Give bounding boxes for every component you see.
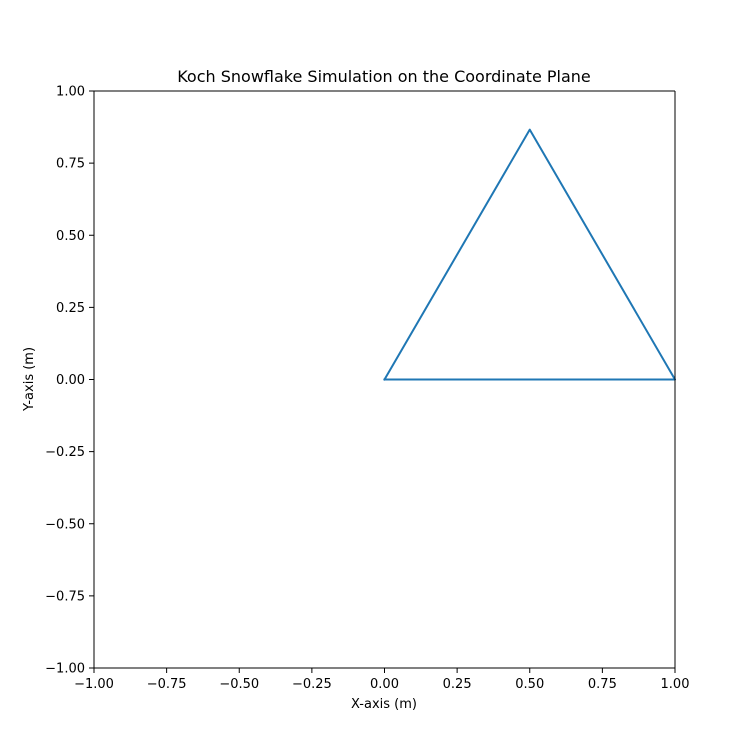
chart-title: Koch Snowflake Simulation on the Coordin… xyxy=(177,67,591,86)
x-axis-label: X-axis (m) xyxy=(351,697,417,712)
x-tick-label: −0.75 xyxy=(147,677,187,692)
y-tick-label: −0.50 xyxy=(45,517,85,532)
series-line-0 xyxy=(383,128,676,381)
x-axis-ticks: −1.00 −0.75 −0.50 −0.25 0.00 0.25 0.50 0.75 1.00 xyxy=(74,668,689,692)
y-tick-label: 1.00 xyxy=(56,85,85,100)
x-tick-label: 0.25 xyxy=(443,677,472,692)
y-axis-ticks: −1.00 −0.75 −0.50 −0.25 0.00 0.25 0.50 0.75 1.00 xyxy=(45,85,94,677)
y-tick-label: 0.25 xyxy=(56,301,85,316)
y-tick-label: 0.50 xyxy=(56,229,85,244)
y-tick-label: 0.00 xyxy=(56,373,85,388)
x-tick-label: −0.25 xyxy=(292,677,332,692)
series-layer xyxy=(383,128,676,381)
y-tick-label: −0.75 xyxy=(45,589,85,604)
y-tick-label: 0.75 xyxy=(56,157,85,172)
y-tick-label: −0.25 xyxy=(45,445,85,460)
y-axis-label: Y-axis (m) xyxy=(22,347,37,412)
x-tick-label: 0.75 xyxy=(588,677,617,692)
x-tick-label: 1.00 xyxy=(661,677,690,692)
x-tick-label: −0.50 xyxy=(219,677,259,692)
x-tick-label: 0.50 xyxy=(515,677,544,692)
x-tick-label: −1.00 xyxy=(74,677,114,692)
x-tick-label: 0.00 xyxy=(370,677,399,692)
y-tick-label: −1.00 xyxy=(45,662,85,677)
